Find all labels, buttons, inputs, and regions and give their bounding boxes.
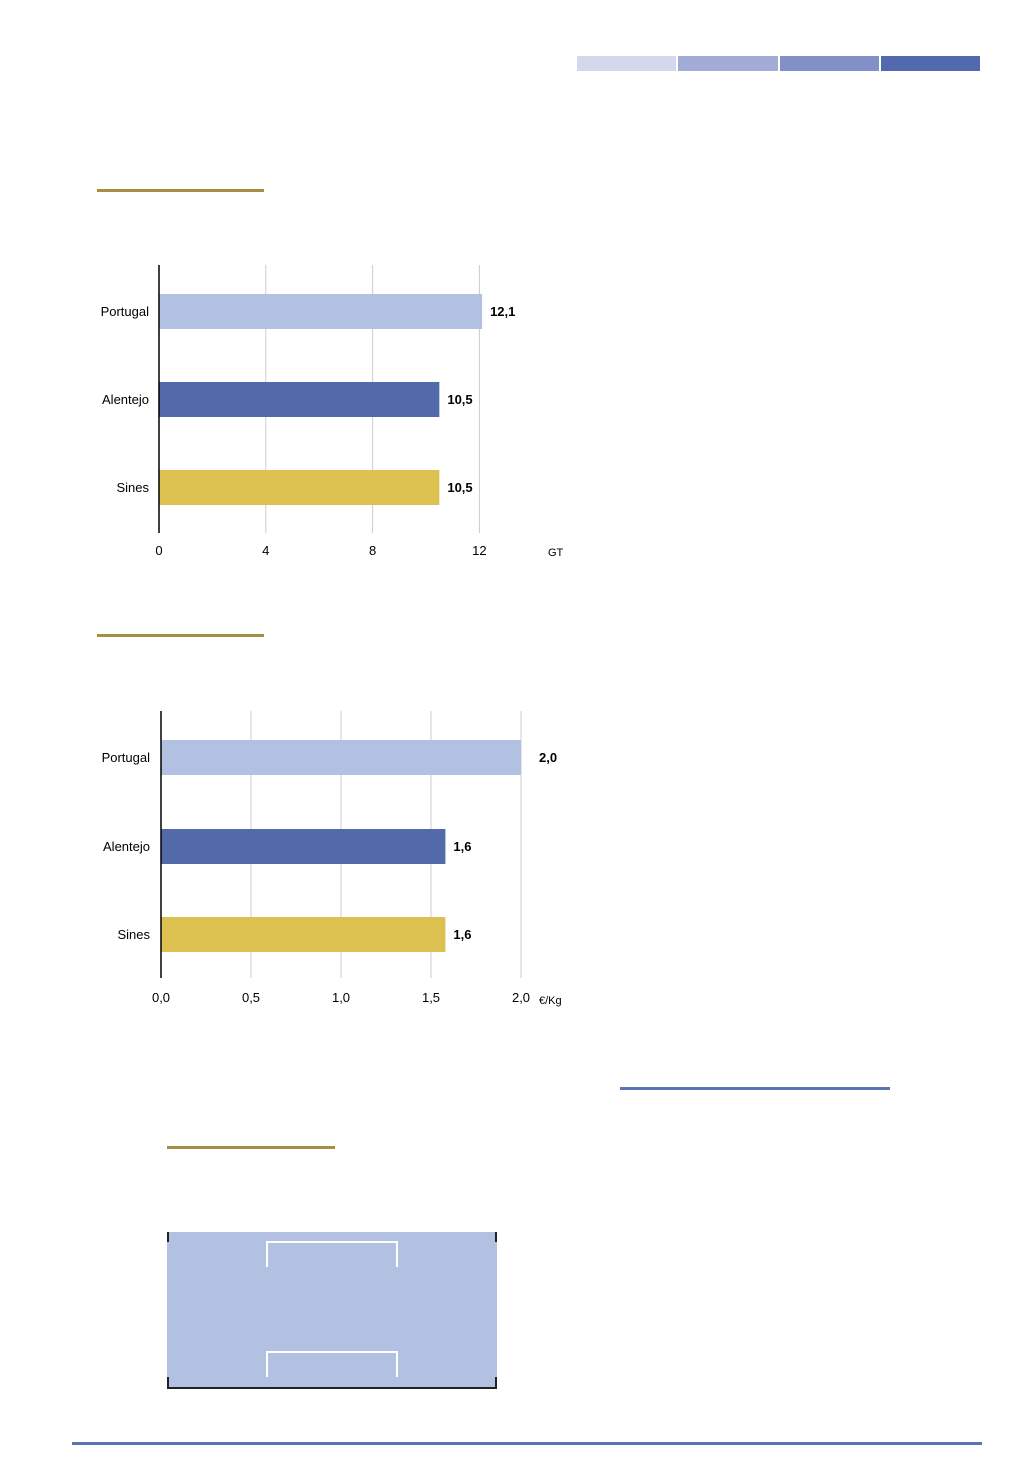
chart-svg bbox=[160, 711, 522, 978]
bar-alentejo bbox=[161, 829, 446, 864]
section-rule-blue bbox=[620, 1087, 890, 1090]
value-label: 10,5 bbox=[447, 391, 473, 407]
section-rule-1 bbox=[97, 189, 264, 192]
category-label: Alentejo bbox=[102, 391, 149, 407]
header-color-bars bbox=[577, 56, 980, 71]
chart-svg bbox=[158, 265, 483, 533]
bar-portugal bbox=[159, 294, 483, 329]
bar-sines bbox=[161, 917, 446, 952]
panel-bracket-top bbox=[266, 1241, 398, 1267]
x-tick-label: 4 bbox=[262, 543, 270, 558]
x-tick-label: 0,5 bbox=[241, 990, 261, 1005]
bar-sines bbox=[159, 470, 440, 505]
x-tick-label: 1,0 bbox=[331, 990, 351, 1005]
x-tick-label: 1,5 bbox=[421, 990, 441, 1005]
value-label: 1,6 bbox=[453, 838, 472, 854]
axis-unit-label: GT bbox=[548, 547, 564, 559]
header-bar-1 bbox=[577, 56, 677, 71]
category-label: Sines bbox=[116, 479, 149, 495]
x-tick-label: 8 bbox=[368, 543, 377, 558]
chart-price: Portugal Alentejo Sines 2,0 1,6 1,6 0,0 0,5 1,0 1… bbox=[101, 711, 562, 1007]
header-bar-2 bbox=[678, 56, 778, 71]
value-label: 1,6 bbox=[453, 926, 472, 942]
section-rule-2 bbox=[97, 634, 264, 637]
panel-bracket-bottom bbox=[266, 1351, 398, 1377]
value-label: 10,5 bbox=[447, 479, 473, 495]
footer-rule bbox=[72, 1442, 982, 1445]
panel-corner-bl bbox=[167, 1377, 169, 1387]
x-tick-label: 0,0 bbox=[151, 990, 171, 1005]
section-rule-3 bbox=[167, 1146, 335, 1149]
bar-portugal bbox=[161, 740, 521, 775]
axis-unit-label: €/Kg bbox=[539, 995, 562, 1007]
category-label: Portugal bbox=[100, 303, 149, 319]
x-tick-label: 0 bbox=[155, 543, 163, 558]
header-bar-4 bbox=[880, 56, 980, 71]
panel-corner-br bbox=[495, 1377, 497, 1387]
panel-corner-tl bbox=[167, 1232, 169, 1242]
x-tick-label: 12 bbox=[472, 543, 487, 558]
category-label: Portugal bbox=[101, 749, 150, 765]
header-bar-3 bbox=[779, 56, 879, 71]
panel-corner-tr bbox=[495, 1232, 497, 1242]
value-label: 2,0 bbox=[539, 749, 558, 765]
category-label: Sines bbox=[117, 926, 150, 942]
bar-alentejo bbox=[159, 382, 440, 417]
category-label: Alentejo bbox=[103, 838, 150, 854]
chart-gt: Portugal Alentejo Sines 12,1 10,5 10,5 0 4 8 12 GT bbox=[0, 0, 1036, 600]
x-tick-label: 2,0 bbox=[511, 990, 531, 1005]
blue-panel bbox=[167, 1232, 497, 1389]
value-label: 12,1 bbox=[490, 303, 516, 319]
